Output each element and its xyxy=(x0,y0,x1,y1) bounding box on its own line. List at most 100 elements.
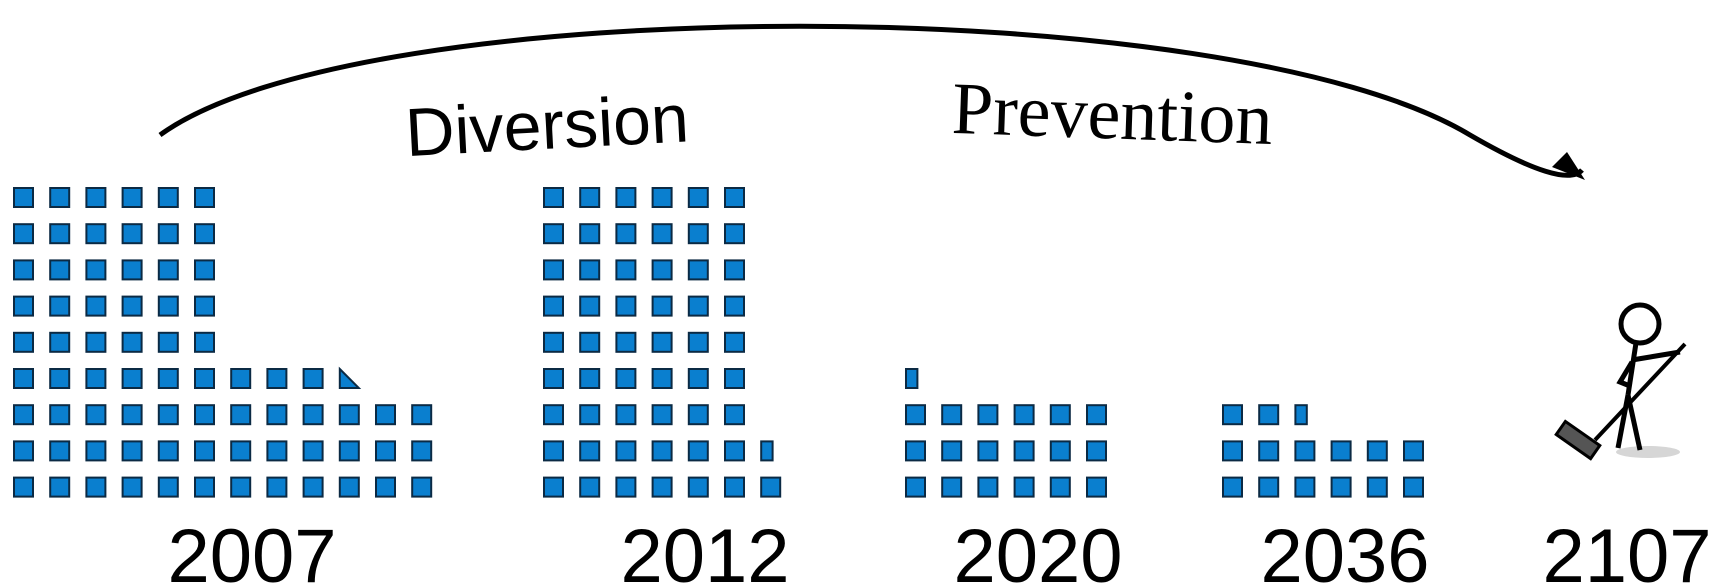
block-square-partial xyxy=(905,368,919,389)
block-square xyxy=(85,440,107,462)
block-square xyxy=(85,476,107,498)
block-square xyxy=(1222,404,1243,426)
block-square xyxy=(157,223,179,245)
block-square xyxy=(615,404,637,426)
block-square xyxy=(579,295,601,317)
block-square xyxy=(338,404,360,426)
block-square xyxy=(85,223,107,245)
block-square xyxy=(13,223,34,245)
block-square xyxy=(85,259,107,281)
block-square xyxy=(13,440,34,462)
block-square xyxy=(1049,404,1071,426)
block-square xyxy=(905,404,926,426)
block-square xyxy=(85,295,107,317)
block-square xyxy=(579,259,601,281)
block-square xyxy=(651,404,673,426)
block-square xyxy=(1086,476,1107,498)
block-square xyxy=(1258,476,1280,498)
block-square xyxy=(724,187,745,208)
block-square xyxy=(302,476,324,498)
block-square xyxy=(157,368,179,389)
block-square xyxy=(338,476,360,498)
block-square-partial xyxy=(1294,404,1308,426)
block-square xyxy=(941,440,963,462)
block-square xyxy=(579,440,601,462)
block-square xyxy=(543,440,564,462)
block-square xyxy=(157,187,179,208)
time-arrow xyxy=(158,23,1584,178)
block-square xyxy=(49,223,71,245)
block-square xyxy=(121,259,143,281)
block-square xyxy=(411,476,433,498)
block-square xyxy=(724,368,745,389)
block-square xyxy=(651,187,673,208)
block-square xyxy=(157,295,179,317)
block-square xyxy=(543,223,564,245)
block-square xyxy=(157,476,179,498)
block-square xyxy=(1403,476,1424,498)
block-group-2012: 2012 xyxy=(543,187,790,585)
block-square xyxy=(194,223,215,245)
block-square xyxy=(579,223,601,245)
block-square-partial xyxy=(338,366,362,389)
block-square xyxy=(49,476,71,498)
block-square xyxy=(1013,476,1035,498)
block-square xyxy=(121,368,143,389)
block-square xyxy=(724,404,745,426)
block-square xyxy=(13,331,34,353)
block-square xyxy=(1222,476,1243,498)
block-square xyxy=(615,295,637,317)
block-square xyxy=(651,440,673,462)
block-square xyxy=(941,476,963,498)
block-square xyxy=(1330,440,1352,462)
block-square xyxy=(121,295,143,317)
block-square xyxy=(543,259,564,281)
block-square xyxy=(121,404,143,426)
block-square xyxy=(977,476,999,498)
block-square xyxy=(1013,440,1035,462)
block-square xyxy=(1222,440,1243,462)
block-square xyxy=(687,476,709,498)
block-square xyxy=(194,331,215,353)
block-square xyxy=(49,187,71,208)
block-square xyxy=(411,404,433,426)
block-square xyxy=(724,331,745,353)
block-square xyxy=(615,259,637,281)
block-square xyxy=(905,476,926,498)
block-square xyxy=(1294,476,1316,498)
block-square xyxy=(85,331,107,353)
block-square xyxy=(121,440,143,462)
arrow-head-icon xyxy=(1552,152,1585,180)
block-group-2107: 2107 xyxy=(1542,514,1711,585)
block-square xyxy=(157,404,179,426)
block-square xyxy=(1366,476,1388,498)
year-label-2012: 2012 xyxy=(620,514,789,585)
block-square xyxy=(302,440,324,462)
block-square xyxy=(543,295,564,317)
block-square xyxy=(651,368,673,389)
block-square xyxy=(266,368,288,389)
block-square xyxy=(651,476,673,498)
block-square xyxy=(1049,476,1071,498)
block-square xyxy=(13,368,34,389)
block-square xyxy=(49,368,71,389)
block-square xyxy=(49,404,71,426)
block-square xyxy=(941,404,963,426)
block-square xyxy=(651,223,673,245)
block-square xyxy=(375,476,396,498)
block-square xyxy=(266,476,288,498)
block-square xyxy=(687,259,709,281)
block-square xyxy=(121,476,143,498)
block-square xyxy=(724,223,745,245)
block-square xyxy=(905,440,926,462)
block-square xyxy=(302,404,324,426)
block-square xyxy=(687,331,709,353)
year-label-2020: 2020 xyxy=(953,514,1122,585)
block-square xyxy=(543,187,564,208)
block-square xyxy=(724,476,745,498)
block-square-partial xyxy=(760,440,774,462)
block-square xyxy=(1330,476,1352,498)
block-square xyxy=(724,295,745,317)
block-square xyxy=(194,187,215,208)
